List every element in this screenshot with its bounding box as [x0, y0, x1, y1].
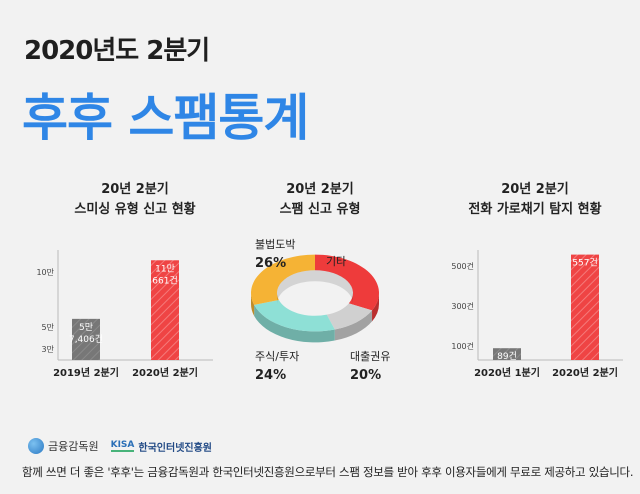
- phone-data-label: 89건: [497, 351, 517, 362]
- smishing-data-label: 11만: [155, 263, 175, 274]
- phone-bar: [571, 254, 599, 360]
- spam-category-label: 기타: [326, 255, 346, 268]
- smishing-y-tick-label: 10만: [36, 268, 54, 277]
- phone-bar-chart: 500건 300건 100건 2020년 1분기 89건 2020년 2분기 557건: [451, 250, 623, 379]
- smishing-data-label: 7,406건: [69, 334, 103, 345]
- smishing-title-line2: 스미싱 유형 신고 현황: [74, 202, 196, 217]
- spam-donut-slice-side: [334, 310, 373, 341]
- spam-donut-slice: [254, 300, 335, 332]
- fss-logo: 금융감독원: [28, 438, 99, 454]
- smishing-bar: [151, 260, 179, 360]
- spam-donut-slice: [251, 254, 315, 305]
- smishing-panel-title: 20년 2분기 스미싱 유형 신고 현황: [40, 180, 230, 220]
- kisa-mark: KISA: [110, 440, 135, 452]
- smishing-y-tick-label: 3만: [42, 345, 55, 354]
- spam-donut-slice-side: [251, 293, 255, 316]
- partner-logos: 금융감독원 KISA 한국인터넷진흥원: [28, 438, 212, 454]
- phone-y-tick-label: 500건: [451, 261, 474, 271]
- smishing-bar: [72, 318, 100, 360]
- fss-logo-text: 금융감독원: [48, 440, 99, 453]
- phone-title-line1: 20년 2분기: [501, 182, 569, 197]
- smishing-data-label: 661건: [152, 275, 177, 286]
- spam-title-line1: 20년 2분기: [286, 182, 354, 197]
- phone-data-label: 557건: [572, 258, 597, 269]
- spam-percent-label: 20%: [350, 368, 381, 383]
- spam-donut-slice-side: [254, 304, 335, 343]
- phone-x-tick-label: 2020년 1분기: [474, 366, 540, 379]
- spam-title-line2: 스팸 신고 유형: [279, 202, 361, 217]
- kisa-logo: KISA 한국인터넷진흥원: [110, 439, 212, 454]
- spam-category-label: 불법도박: [255, 238, 295, 251]
- spam-donut-slice: [315, 254, 379, 311]
- kisa-logo-text: 한국인터넷진흥원: [138, 442, 212, 454]
- fss-emblem-icon: [28, 438, 44, 454]
- smishing-title-line1: 20년 2분기: [101, 182, 169, 197]
- footer-note: 함께 쓰면 더 좋은 '후후'는 금융감독원과 한국인터넷진흥원으로부터 스팸 …: [22, 465, 634, 479]
- phone-y-tick-label: 300건: [451, 301, 474, 311]
- smishing-x-tick-label: 2019년 2분기: [53, 366, 119, 379]
- phone-x-tick-label: 2020년 2분기: [552, 366, 618, 379]
- phone-y-tick-label: 100건: [451, 341, 474, 351]
- smishing-x-tick-label: 2020년 2분기: [132, 366, 198, 379]
- spam-donut-hole-wall: [277, 270, 353, 304]
- spam-category-label: 주식/투자: [255, 350, 299, 363]
- header-title: 후후 스팸통계: [22, 89, 309, 147]
- spam-panel-title: 20년 2분기 스팸 신고 유형: [225, 180, 415, 220]
- spam-category-label: 대출권유: [350, 350, 390, 363]
- phone-bar: [493, 348, 521, 360]
- phone-panel-title: 20년 2분기 전화 가로채기 탐지 현황: [440, 180, 630, 220]
- spam-percent-label: 24%: [255, 368, 286, 383]
- smishing-data-label: 5만: [79, 322, 93, 333]
- spam-donut-slice-side: [372, 293, 379, 322]
- spam-donut-slice: [326, 303, 373, 330]
- phone-title-line2: 전화 가로채기 탐지 현황: [468, 202, 602, 217]
- smishing-y-tick-label: 5만: [42, 323, 55, 332]
- header-subtitle: 2020년도 2분기: [24, 36, 210, 66]
- spam-percent-label: 26%: [255, 256, 286, 271]
